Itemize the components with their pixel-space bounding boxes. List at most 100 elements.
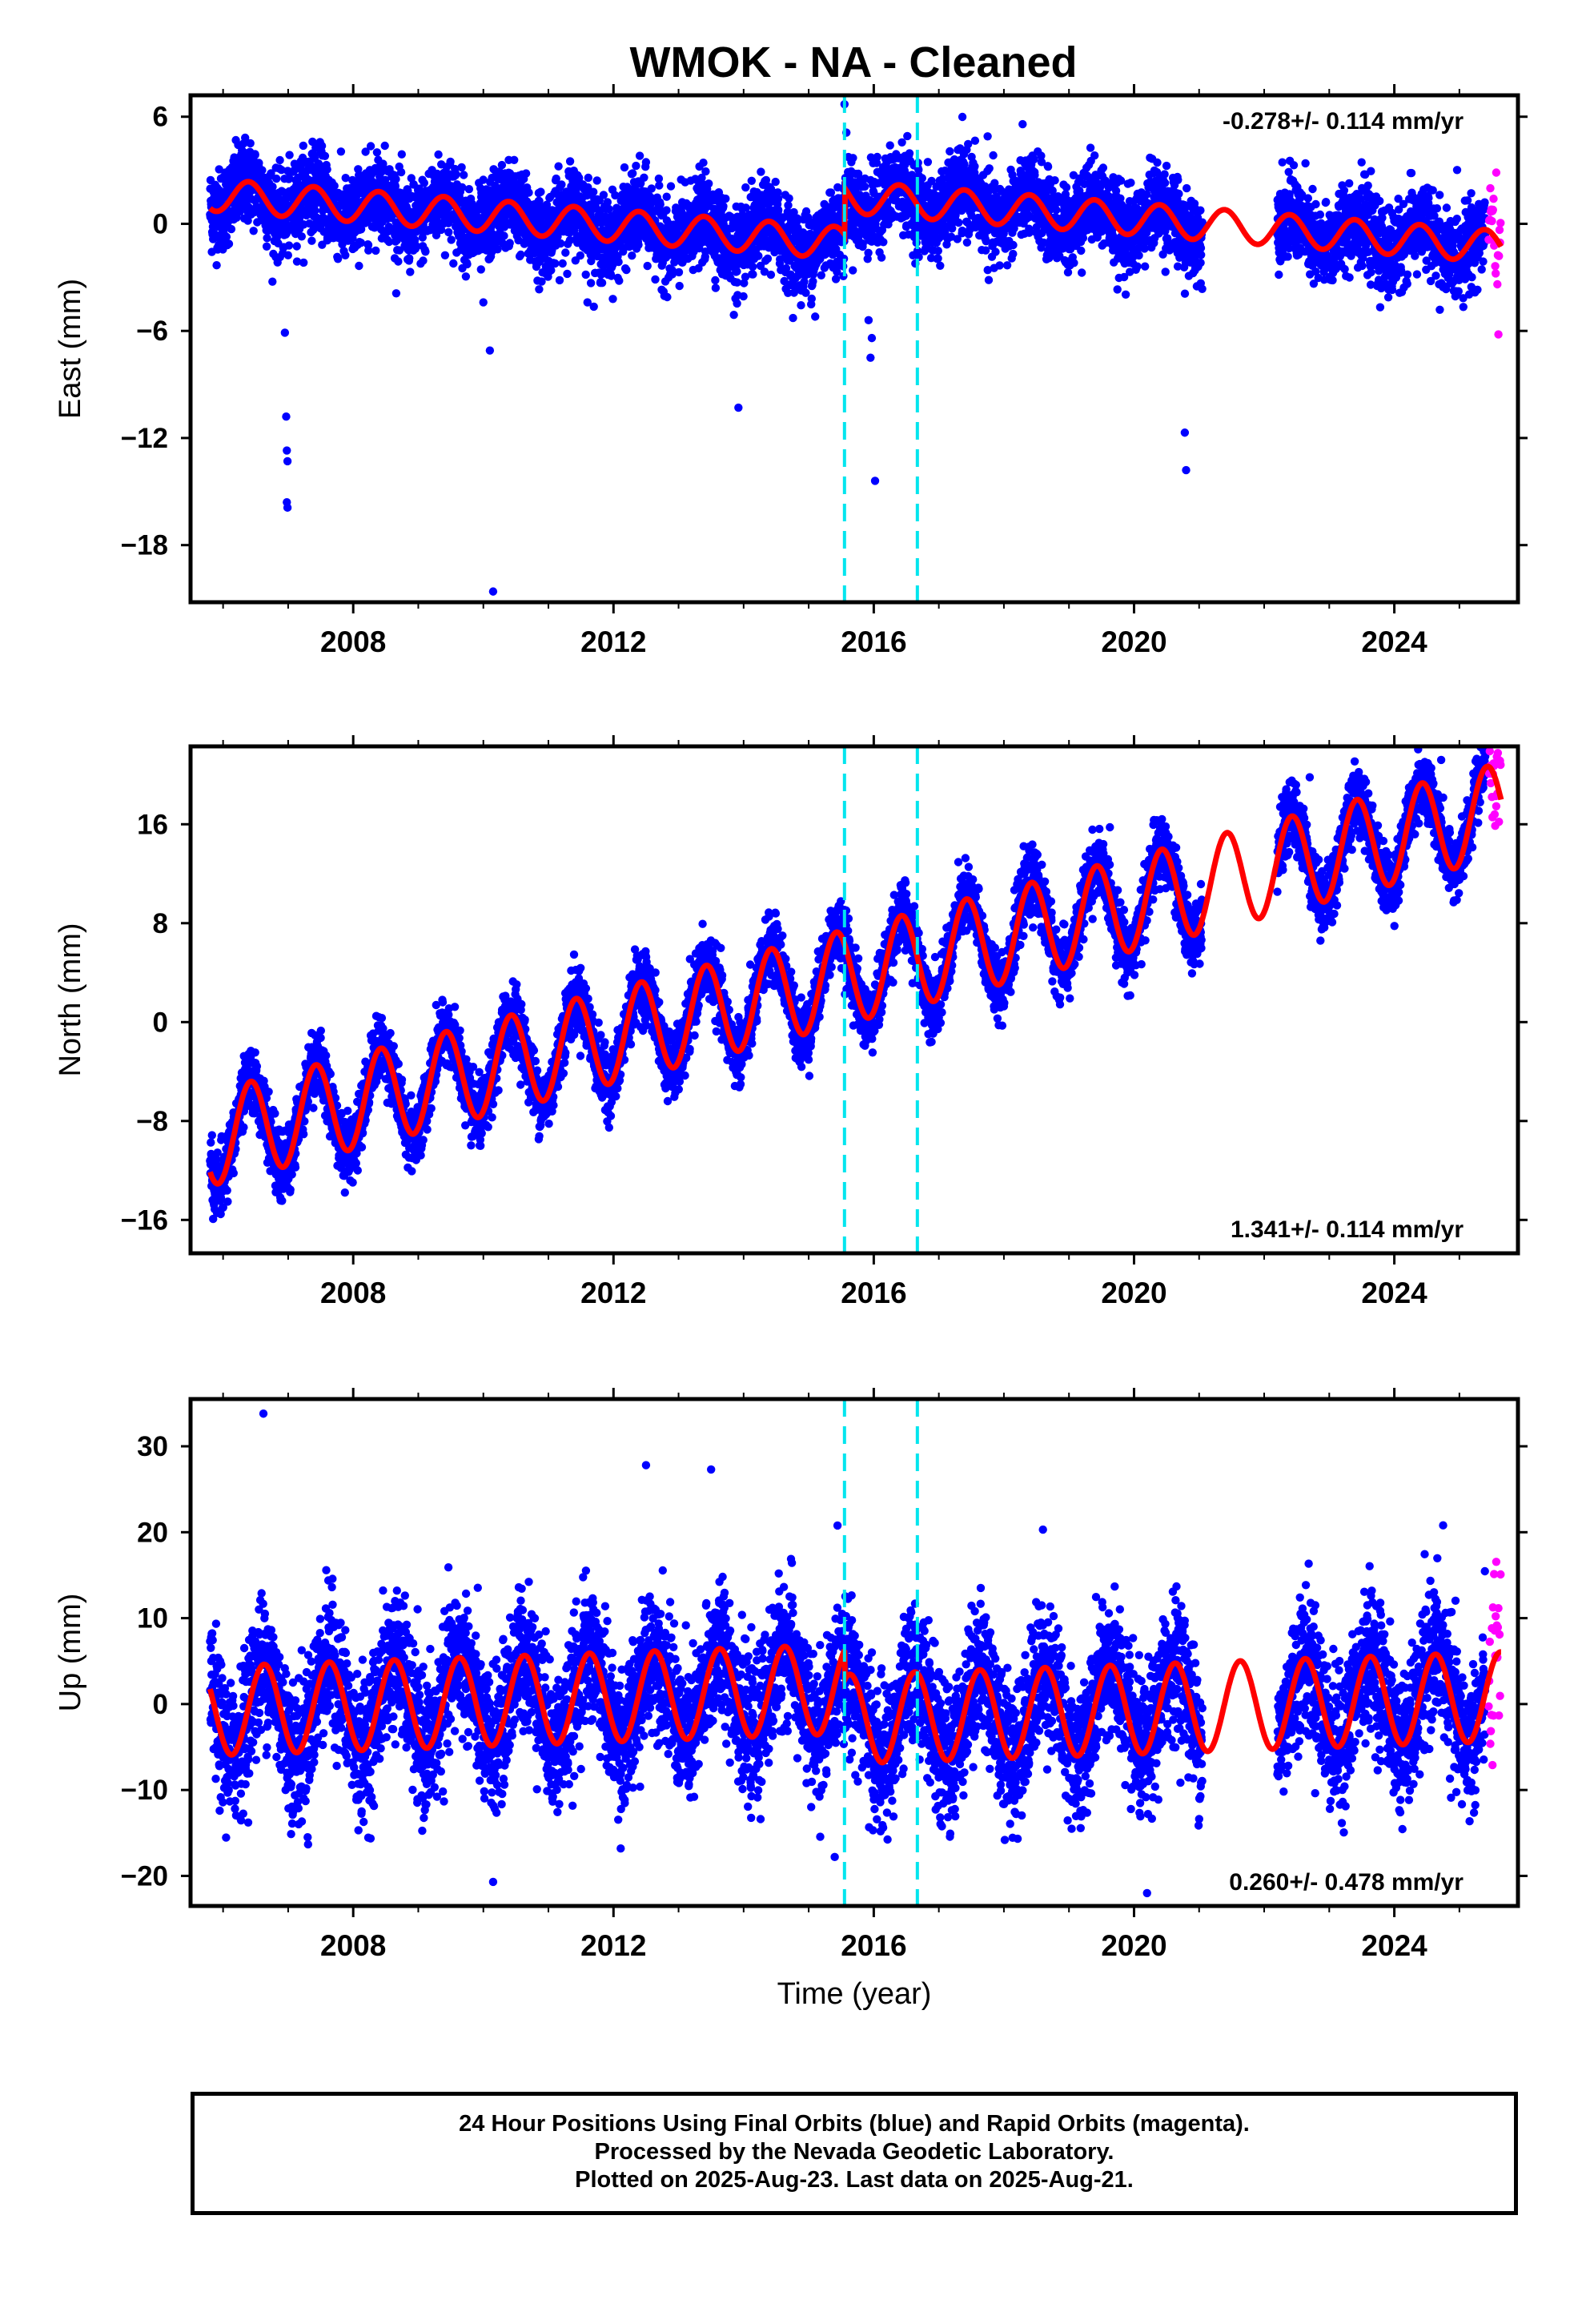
data-point xyxy=(773,195,783,203)
data-point xyxy=(789,313,797,323)
data-point xyxy=(797,301,805,310)
data-point xyxy=(311,206,319,215)
data-point xyxy=(336,147,346,156)
data-point xyxy=(521,169,531,178)
data-point xyxy=(497,160,507,170)
data-point xyxy=(235,207,244,216)
data-point xyxy=(457,163,466,172)
data-point xyxy=(317,142,327,151)
chart-title: WMOK - NA - Cleaned xyxy=(630,38,1078,86)
data-point xyxy=(877,253,886,262)
data-point xyxy=(555,275,564,285)
data-point xyxy=(355,261,363,271)
data-point xyxy=(212,261,221,270)
data-point xyxy=(962,238,972,247)
data-point xyxy=(984,275,994,284)
data-point xyxy=(674,267,684,277)
data-point xyxy=(444,227,453,237)
data-point xyxy=(419,256,428,265)
data-point xyxy=(505,239,514,247)
data-point xyxy=(807,294,816,304)
data-point xyxy=(479,175,488,184)
data-point xyxy=(635,151,644,160)
data-point xyxy=(356,239,366,247)
data-point xyxy=(991,247,1000,256)
data-point xyxy=(675,281,684,291)
data-point xyxy=(283,251,292,259)
data-point xyxy=(923,158,933,167)
data-point xyxy=(817,271,825,279)
data-point xyxy=(934,254,942,263)
data-point xyxy=(440,251,450,259)
data-point xyxy=(879,238,888,247)
data-point xyxy=(554,162,563,171)
data-point xyxy=(406,267,415,276)
data-point xyxy=(267,169,275,178)
data-point xyxy=(452,170,460,179)
data-point xyxy=(733,267,741,276)
data-point xyxy=(463,259,472,269)
data-point xyxy=(561,248,570,257)
data-point xyxy=(719,202,728,211)
data-point xyxy=(371,246,380,255)
data-point xyxy=(536,187,545,196)
data-point xyxy=(1062,183,1071,192)
data-point xyxy=(405,254,414,263)
data-point xyxy=(391,289,401,298)
data-point xyxy=(268,277,277,286)
data-point xyxy=(970,162,979,171)
data-point xyxy=(1050,176,1059,185)
data-point xyxy=(249,227,258,235)
data-point xyxy=(873,152,881,162)
data-point xyxy=(285,174,294,183)
data-point xyxy=(747,176,756,185)
data-point xyxy=(766,270,776,279)
data-point xyxy=(418,233,427,242)
data-point xyxy=(632,161,640,171)
data-point xyxy=(272,174,281,183)
data-point xyxy=(1030,155,1038,164)
data-point xyxy=(558,259,567,268)
data-point xyxy=(493,245,502,254)
data-point xyxy=(556,239,565,248)
data-point xyxy=(656,200,665,209)
data-point xyxy=(307,236,316,245)
data-point xyxy=(754,251,763,260)
data-point xyxy=(391,182,400,191)
data-point xyxy=(849,154,857,163)
data-point xyxy=(305,219,314,228)
data-point xyxy=(284,241,294,250)
data-point xyxy=(309,226,318,235)
data-point xyxy=(263,234,271,243)
data-point xyxy=(380,141,389,151)
data-point xyxy=(215,165,223,174)
data-point xyxy=(297,232,306,241)
data-point xyxy=(277,166,286,175)
data-point xyxy=(1018,119,1027,129)
data-point xyxy=(615,276,624,285)
data-point xyxy=(634,240,643,249)
data-point xyxy=(394,257,403,266)
data-point xyxy=(299,141,307,151)
data-point xyxy=(361,147,370,156)
data-point xyxy=(785,194,793,203)
data-point xyxy=(258,166,267,175)
data-point xyxy=(831,275,841,283)
data-point xyxy=(739,292,748,301)
data-point xyxy=(1086,143,1095,152)
data-point xyxy=(641,158,651,167)
data-point xyxy=(860,182,869,191)
data-point xyxy=(741,183,750,192)
data-point xyxy=(535,285,544,294)
data-point xyxy=(576,251,584,260)
data-point xyxy=(628,251,636,260)
data-point xyxy=(647,184,656,193)
data-point xyxy=(446,157,455,167)
data-point xyxy=(341,251,350,259)
data-point xyxy=(946,147,954,156)
data-point xyxy=(622,265,631,275)
data-point xyxy=(603,198,612,207)
data-point xyxy=(299,258,308,267)
data-point xyxy=(458,183,467,192)
